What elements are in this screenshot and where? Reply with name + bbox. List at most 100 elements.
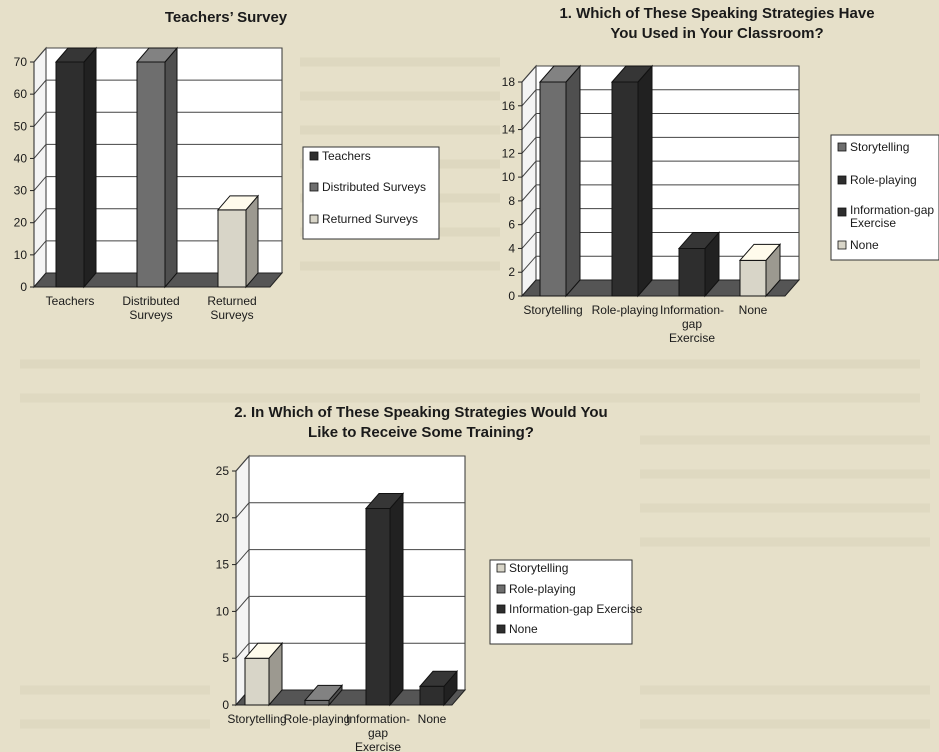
chart-title-line: You Used in Your Classroom? xyxy=(610,25,823,42)
bar-side xyxy=(637,64,653,298)
x-category-label: Information- xyxy=(660,303,724,317)
x-category-label: Exercise xyxy=(355,740,401,752)
legend-label: Exercise xyxy=(850,216,896,230)
bar-side xyxy=(565,64,581,298)
y-tick-label: 10 xyxy=(14,248,28,262)
gridline xyxy=(33,240,282,256)
bar-side xyxy=(83,46,97,289)
y-tick-label: 18 xyxy=(502,75,516,89)
legend-label: Returned Surveys xyxy=(322,212,418,226)
chart-3: 2. In Which of These Speaking Strategies… xyxy=(216,404,643,752)
bar-top xyxy=(135,47,179,63)
x-category-label: Role-playing xyxy=(592,303,659,317)
bar-top xyxy=(610,65,654,83)
bar xyxy=(243,641,284,707)
chart-1: Teachers’ Survey 0 10 20 30 40 50 60 70 Teachers D… xyxy=(14,9,440,322)
chart-title: 2. In Which of These Speaking Strategies… xyxy=(234,404,607,441)
plot-side-wall xyxy=(521,64,537,298)
bar-top xyxy=(216,195,260,211)
legend-swatch xyxy=(837,175,847,185)
bar-side xyxy=(164,46,178,289)
gridline xyxy=(33,79,282,95)
bar-side xyxy=(389,492,404,707)
y-tick-label: 30 xyxy=(14,184,28,198)
y-tick-label: 15 xyxy=(216,558,230,572)
legend-swatch xyxy=(837,207,847,217)
gridline xyxy=(33,111,282,127)
x-category-label: Surveys xyxy=(210,308,253,322)
bar-front xyxy=(55,61,85,288)
bar-front xyxy=(739,259,767,297)
gridline xyxy=(521,208,799,225)
x-category-label: None xyxy=(418,712,447,726)
gridline xyxy=(33,176,282,191)
bar xyxy=(135,46,179,289)
x-category-label: Information- xyxy=(346,712,410,726)
y-tick-label: 0 xyxy=(20,280,27,294)
x-category-label: gap xyxy=(368,726,388,740)
gridline xyxy=(521,65,799,83)
bar-front xyxy=(244,657,270,706)
x-category-label: None xyxy=(739,303,768,317)
plot-side-wall xyxy=(33,46,47,289)
legend-box xyxy=(830,134,939,261)
gridline xyxy=(521,160,799,178)
legend: Storytelling Role-playing Information-gap … xyxy=(489,559,643,645)
legend-swatch xyxy=(496,624,506,634)
legend-box xyxy=(302,146,440,240)
bar xyxy=(54,46,98,289)
chart-title-line: Teachers’ Survey xyxy=(165,9,288,26)
bar xyxy=(216,194,260,289)
legend-swatch xyxy=(837,240,847,250)
bar xyxy=(538,64,582,298)
chart-title-line: Like to Receive Some Training? xyxy=(308,424,534,441)
bar-front xyxy=(365,507,391,706)
y-tick-label: 25 xyxy=(216,464,230,478)
bar-front xyxy=(611,81,639,297)
gridline xyxy=(521,136,799,154)
legend-label: Information-gap xyxy=(850,203,934,217)
x-category-label: Distributed xyxy=(122,294,179,308)
bar xyxy=(610,64,654,298)
y-tick-label: 20 xyxy=(216,511,230,525)
chart-2: 1. Which of These Speaking Strategies Ha… xyxy=(502,5,939,345)
bar-front xyxy=(217,209,247,288)
legend-label: Teachers xyxy=(322,149,371,163)
bar-top xyxy=(364,492,405,509)
bar-top xyxy=(418,670,459,687)
gridline xyxy=(33,208,282,224)
gridline xyxy=(521,113,799,130)
legend-label: Role-playing xyxy=(850,173,917,187)
bar xyxy=(418,669,459,707)
gridline xyxy=(33,47,282,63)
y-tick-label: 20 xyxy=(14,216,28,230)
y-tick-label: 10 xyxy=(502,170,516,184)
x-category-label: Teachers xyxy=(46,294,95,308)
legend-swatch xyxy=(496,604,506,614)
bar-top xyxy=(303,684,344,701)
legend-box xyxy=(489,559,633,645)
y-tick-label: 4 xyxy=(508,241,515,255)
bar-front xyxy=(304,699,330,706)
bar xyxy=(364,492,405,707)
legend-swatch xyxy=(496,563,506,573)
x-category-label: Storytelling xyxy=(227,712,286,726)
x-category-label: Returned xyxy=(207,294,256,308)
legend: Teachers Distributed Surveys Returned Surv… xyxy=(302,146,440,240)
y-tick-label: 12 xyxy=(502,146,516,160)
x-category-label: Role-playing xyxy=(284,712,351,726)
bar-top xyxy=(738,243,782,261)
legend-label: Distributed Surveys xyxy=(322,180,426,194)
gridline xyxy=(235,455,465,472)
bar-top xyxy=(54,47,98,63)
bar xyxy=(738,243,782,298)
legend-label: Storytelling xyxy=(509,561,568,575)
x-category-label: gap xyxy=(682,317,702,331)
legend-label: Storytelling xyxy=(850,140,909,154)
bar-top xyxy=(538,65,582,83)
gridline xyxy=(521,89,799,107)
legend-label: None xyxy=(509,622,538,636)
bar-front xyxy=(419,685,445,706)
bar-top xyxy=(243,642,284,659)
y-tick-label: 10 xyxy=(216,604,230,618)
